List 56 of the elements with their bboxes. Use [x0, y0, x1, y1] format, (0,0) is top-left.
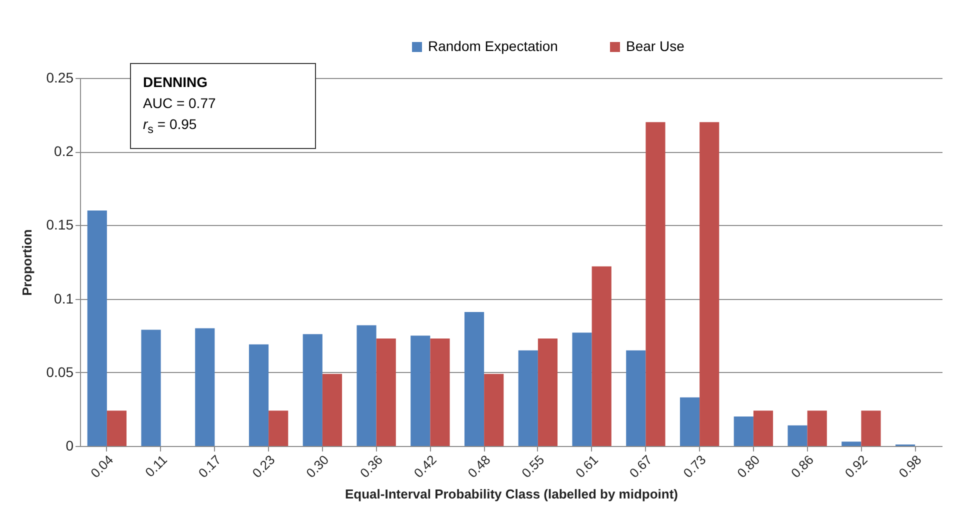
bar — [734, 416, 754, 446]
bar — [753, 410, 774, 446]
bar — [592, 266, 612, 446]
bar — [538, 338, 558, 446]
y-tick-label: 0.15 — [46, 216, 74, 233]
x-tick-label: 0.86 — [788, 452, 817, 481]
x-tick-label: 0.11 — [142, 452, 170, 480]
x-tick-label: 0.23 — [249, 452, 278, 481]
x-tick-label: 0.98 — [896, 452, 924, 481]
y-tick-label: 0.2 — [54, 143, 74, 160]
bar — [464, 312, 484, 446]
bar — [195, 328, 215, 446]
legend-label: Bear Use — [626, 38, 685, 54]
bar — [842, 442, 862, 446]
annotation: r$_{s}$ = 0.95 — [143, 115, 198, 138]
bar — [484, 374, 504, 446]
bar — [788, 425, 808, 446]
x-axis-title: Equal-Interval Probability Class (labelled by midpoint) — [344, 486, 678, 502]
bar — [430, 338, 450, 446]
x-tick-label: 0.61 — [572, 452, 602, 481]
y-tick-label: 0.1 — [54, 290, 74, 306]
x-tick-label: 0.92 — [842, 452, 870, 481]
bar — [626, 350, 646, 446]
legend-label: Random Expectation — [428, 38, 558, 54]
bar — [807, 410, 827, 446]
bar — [141, 330, 161, 446]
bar — [302, 334, 322, 446]
bar — [322, 374, 342, 446]
bar — [700, 122, 720, 446]
bar — [572, 332, 592, 446]
bar — [106, 410, 127, 446]
bar — [376, 338, 396, 446]
y-tick-label: 0 — [66, 438, 74, 454]
x-tick-label: 0.30 — [303, 452, 332, 481]
bar — [248, 344, 269, 446]
bar — [680, 397, 700, 446]
y-tick-label: 0.25 — [46, 70, 74, 86]
x-tick-label: 0.36 — [357, 452, 386, 481]
bar — [268, 410, 288, 446]
bar — [410, 336, 430, 446]
bar — [87, 210, 107, 446]
bar — [646, 122, 666, 446]
x-tick-label: 0.04 — [88, 452, 116, 481]
annotation: AUC = 0.77 — [143, 94, 217, 113]
x-tick-label: 0.80 — [734, 452, 763, 481]
x-tick-label: 0.48 — [464, 452, 494, 481]
x-tick-label: 0.73 — [680, 452, 709, 481]
y-tick-label: 0.05 — [46, 364, 74, 380]
x-tick-label: 0.42 — [410, 452, 440, 481]
text-box: DENNING AUC = 0.77 r$_{s}$ = 0.95 — [130, 63, 316, 149]
bar — [518, 350, 538, 446]
bar — [861, 410, 881, 446]
y-axis-title: Proportion — [19, 229, 34, 296]
x-tick-label: 0.55 — [518, 452, 548, 481]
bar — [356, 325, 376, 446]
annotation: DENNING — [143, 73, 209, 92]
